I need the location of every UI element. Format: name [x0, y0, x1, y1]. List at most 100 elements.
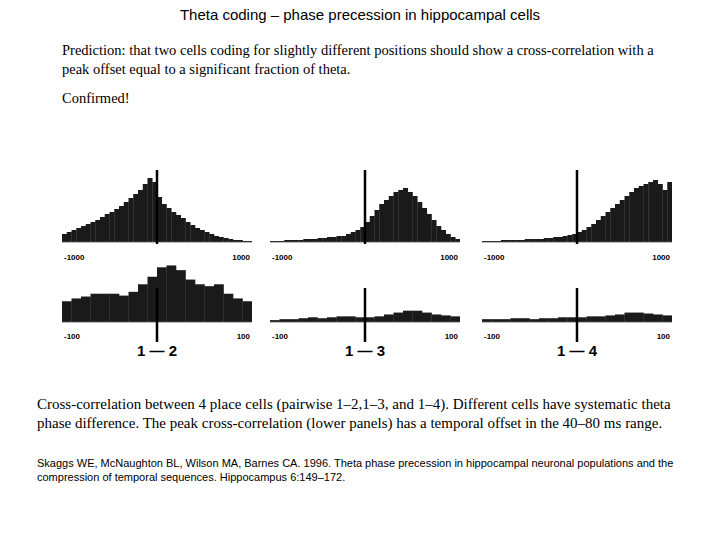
histogram-bar — [648, 182, 653, 242]
tick-label: 1000 — [232, 253, 250, 262]
histogram-bar — [653, 180, 658, 242]
histogram-bar — [341, 236, 346, 242]
histogram-bar — [327, 237, 332, 242]
histogram-bar — [337, 316, 347, 322]
tick-label: 1000 — [440, 253, 458, 262]
histogram-bar — [176, 215, 181, 242]
histogram-bar — [332, 237, 337, 242]
histogram-bar — [224, 294, 234, 322]
histogram-bar — [587, 227, 592, 242]
histogram-bar — [520, 318, 530, 322]
histogram-bar — [539, 318, 549, 322]
histogram-bar — [492, 319, 502, 322]
histogram-bar — [119, 206, 124, 242]
histogram-bar — [530, 239, 535, 242]
histogram-panel: -10001000 — [270, 170, 460, 262]
histogram-bar — [615, 314, 625, 322]
histogram-bar — [441, 230, 446, 242]
tick-label: -1000 — [484, 253, 505, 262]
histogram-panel: -1001001 — 4 — [482, 288, 672, 359]
histogram-bar — [148, 178, 153, 242]
histogram-bar — [375, 316, 385, 322]
histogram-bar — [563, 236, 568, 242]
histogram-bar — [441, 315, 451, 322]
histogram-bar — [403, 311, 413, 322]
histogram-bar — [72, 298, 82, 322]
histogram-bar — [81, 297, 91, 322]
histogram-bar — [398, 190, 403, 242]
histogram-bar — [601, 216, 606, 242]
histogram-bar — [422, 208, 427, 242]
histogram-bar — [394, 192, 399, 242]
histogram-bar — [644, 314, 654, 322]
histogram-bar — [143, 184, 148, 242]
histogram-bar — [91, 294, 101, 322]
histogram-bar — [351, 232, 356, 242]
histogram-bar — [337, 236, 342, 242]
histogram-bar — [615, 204, 620, 242]
histogram-bar — [233, 298, 243, 322]
histogram-bar — [327, 317, 337, 322]
histogram-bar — [162, 204, 167, 242]
histogram-bar — [299, 318, 309, 322]
histogram-bar — [558, 237, 563, 242]
histogram-bar — [214, 236, 219, 242]
histogram-bar — [389, 196, 394, 242]
histogram-bar — [634, 313, 644, 322]
zero-lag-line — [364, 170, 367, 244]
histogram-bar — [384, 200, 389, 242]
histogram-bar — [413, 196, 418, 242]
zero-lag-line — [364, 288, 367, 342]
histogram-bar — [138, 284, 148, 322]
tick-label: -100 — [64, 332, 81, 341]
histogram-bar — [455, 239, 460, 242]
histogram-bar — [511, 318, 521, 322]
histogram-bar — [346, 234, 351, 242]
histogram-bar — [591, 224, 596, 242]
zero-lag-line — [576, 170, 579, 244]
histogram-bar — [525, 239, 530, 242]
histogram-bar — [105, 214, 110, 242]
histogram-bar — [76, 228, 81, 242]
histogram-bar — [181, 218, 186, 242]
histogram-bar — [114, 209, 119, 242]
histogram-bar — [596, 316, 606, 322]
histogram-bar — [214, 284, 224, 322]
histogram-bar — [394, 313, 404, 322]
histogram-bar — [280, 319, 290, 322]
histogram-panel: -1001001 — 3 — [270, 288, 460, 359]
histogram-bar — [539, 239, 544, 242]
histogram-bar — [200, 230, 205, 242]
histogram-bar — [157, 267, 167, 322]
histogram-bar — [110, 294, 120, 322]
histogram-bar — [549, 318, 559, 322]
histogram-bar — [596, 220, 601, 242]
histogram-bar — [100, 217, 105, 242]
histogram-bar — [451, 316, 461, 322]
histogram-bar — [629, 192, 634, 242]
histogram-bar — [568, 235, 573, 242]
zero-lag-line — [156, 288, 159, 342]
histogram-bar — [644, 184, 649, 242]
tick-label: -1000 — [64, 253, 85, 262]
pair-label: 1 — 3 — [345, 342, 385, 359]
histogram-bar — [243, 301, 253, 322]
histogram-bar — [639, 186, 644, 242]
histogram-bar — [308, 317, 318, 322]
tick-label: 100 — [445, 332, 459, 341]
confirmed: Confirmed! — [62, 89, 130, 108]
histogram-bar — [663, 190, 668, 242]
histogram-bar — [171, 212, 176, 242]
tick-label: 100 — [657, 332, 671, 341]
histogram-bar — [303, 239, 308, 242]
histogram-panel: -10001000 — [482, 170, 672, 262]
citation: Skaggs WE, McNaughton BL, Wilson MA, Bar… — [37, 456, 697, 484]
histogram-bar — [95, 220, 100, 242]
histogram-bar — [663, 315, 673, 322]
histogram-bar — [549, 238, 554, 242]
histogram-bar — [667, 182, 672, 242]
histogram-bar — [138, 190, 143, 242]
histogram-bar — [634, 188, 639, 242]
histogram-bar — [224, 238, 229, 242]
histogram-bar — [427, 214, 432, 242]
